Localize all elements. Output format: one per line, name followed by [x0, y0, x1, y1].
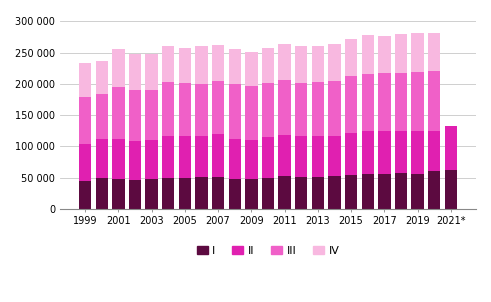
Bar — [312, 82, 324, 136]
Bar — [195, 46, 208, 84]
Bar — [345, 76, 357, 133]
Bar — [262, 82, 274, 137]
Bar — [312, 177, 324, 209]
Bar — [212, 134, 224, 177]
Bar — [79, 63, 91, 97]
Bar — [295, 136, 307, 177]
Bar — [428, 171, 440, 209]
Bar — [328, 44, 341, 81]
Bar — [361, 35, 374, 74]
Bar — [445, 126, 457, 170]
Bar — [129, 54, 141, 90]
Bar — [228, 179, 241, 209]
Bar — [145, 179, 158, 209]
Bar — [129, 180, 141, 209]
Bar — [228, 50, 241, 84]
Bar — [228, 140, 241, 179]
Bar — [96, 178, 108, 209]
Bar — [395, 131, 407, 173]
Legend: I, II, III, IV: I, II, III, IV — [192, 242, 344, 260]
Bar — [145, 54, 158, 90]
Bar — [328, 81, 341, 136]
Bar — [278, 176, 291, 209]
Bar — [312, 46, 324, 82]
Bar — [378, 73, 391, 131]
Bar — [195, 177, 208, 209]
Bar — [212, 177, 224, 209]
Bar — [378, 131, 391, 175]
Bar — [162, 82, 174, 136]
Bar — [245, 86, 258, 140]
Bar — [96, 61, 108, 94]
Bar — [129, 90, 141, 141]
Bar — [395, 173, 407, 209]
Bar — [112, 139, 125, 179]
Bar — [79, 181, 91, 209]
Bar — [378, 36, 391, 73]
Bar — [79, 144, 91, 181]
Bar — [361, 131, 374, 175]
Bar — [145, 140, 158, 179]
Bar — [212, 81, 224, 134]
Bar — [179, 47, 191, 83]
Bar — [195, 136, 208, 177]
Bar — [411, 33, 424, 72]
Bar — [212, 45, 224, 81]
Bar — [262, 178, 274, 209]
Bar — [328, 136, 341, 176]
Bar — [129, 141, 141, 180]
Bar — [411, 174, 424, 209]
Bar — [162, 46, 174, 82]
Bar — [112, 50, 125, 87]
Bar — [395, 34, 407, 72]
Bar — [162, 178, 174, 209]
Bar — [378, 175, 391, 209]
Bar — [245, 52, 258, 86]
Bar — [112, 179, 125, 209]
Bar — [395, 72, 407, 131]
Bar — [312, 136, 324, 177]
Bar — [361, 175, 374, 209]
Bar — [295, 82, 307, 136]
Bar — [262, 137, 274, 178]
Bar — [179, 83, 191, 136]
Bar — [345, 175, 357, 209]
Bar — [112, 87, 125, 139]
Bar — [179, 178, 191, 209]
Bar — [79, 97, 91, 144]
Bar — [228, 84, 241, 140]
Bar — [145, 90, 158, 140]
Bar — [345, 133, 357, 175]
Bar — [162, 136, 174, 178]
Bar — [278, 135, 291, 176]
Bar — [361, 74, 374, 131]
Bar — [96, 140, 108, 178]
Bar — [245, 179, 258, 209]
Bar — [262, 47, 274, 82]
Bar — [328, 176, 341, 209]
Bar — [445, 170, 457, 209]
Bar — [295, 46, 307, 82]
Bar — [411, 72, 424, 131]
Bar — [411, 131, 424, 174]
Bar — [96, 94, 108, 140]
Bar — [428, 33, 440, 71]
Bar — [278, 44, 291, 80]
Bar — [278, 80, 291, 135]
Bar — [295, 177, 307, 209]
Bar — [179, 136, 191, 178]
Bar — [195, 84, 208, 136]
Bar — [345, 39, 357, 76]
Bar — [428, 131, 440, 171]
Bar — [245, 140, 258, 179]
Bar — [428, 71, 440, 131]
